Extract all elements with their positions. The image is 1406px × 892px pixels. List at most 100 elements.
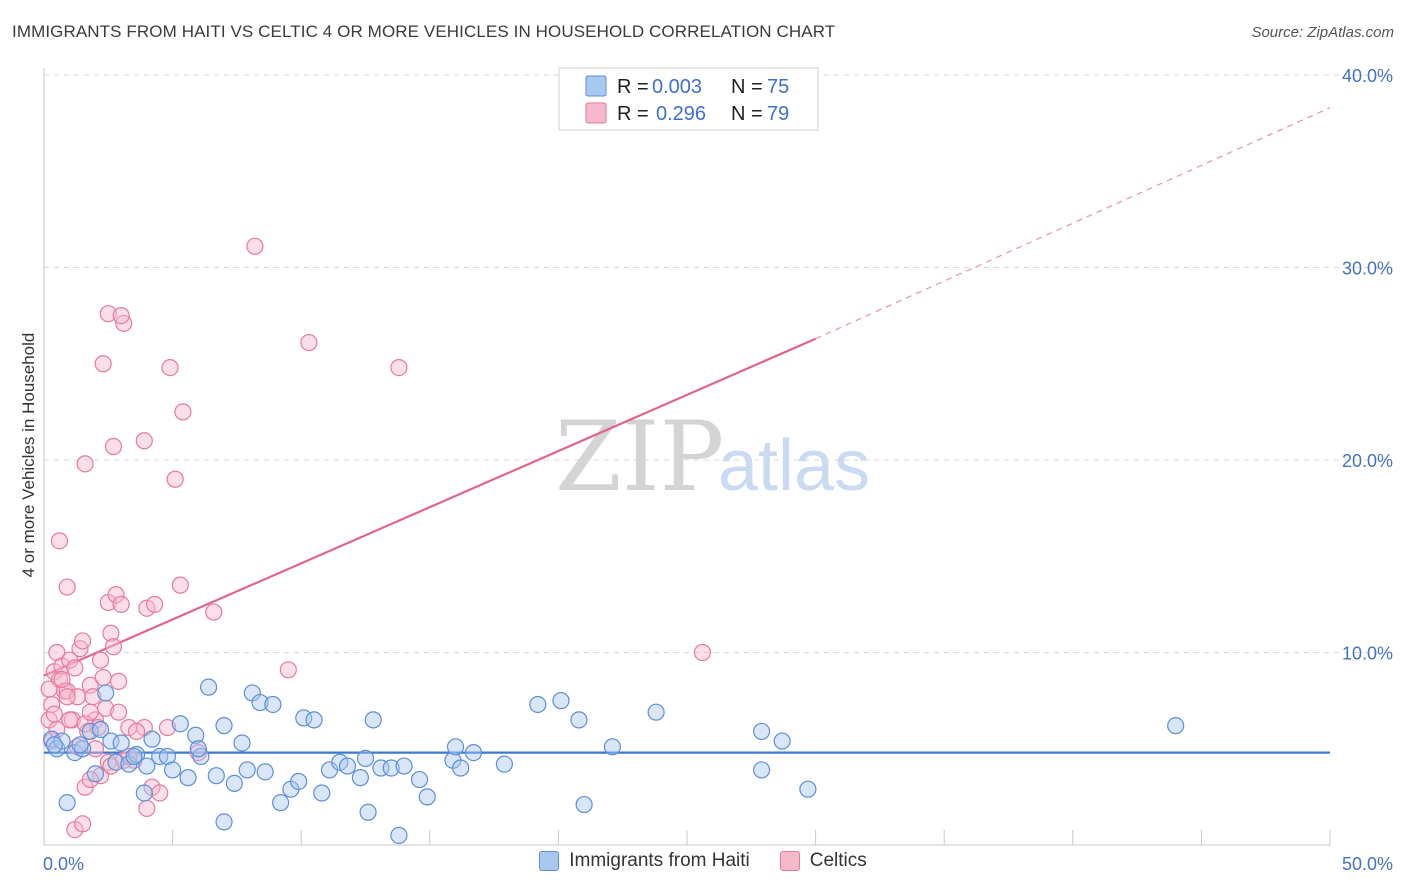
celtics-point-77 [127,722,146,741]
legend-item-celtics: Celtics [779,850,867,872]
haiti-point-48 [390,826,408,844]
celtics-point-43 [171,576,189,594]
trend-lines [43,107,1331,754]
haiti-point-47 [382,759,400,777]
celtics-point-26 [107,586,125,604]
legend-n-value-2: 79 [767,103,789,125]
celtics-point-34 [112,307,130,325]
y-tick-label-10: 10.0% [1342,644,1393,664]
haiti-point-29 [238,761,256,779]
haiti-point-11 [107,753,125,771]
celtics-point-47 [390,359,408,377]
trend-line-celtics-extension [815,107,1331,340]
haiti-point-7 [86,765,105,783]
haiti-point-44 [359,803,377,821]
haiti-point-22 [187,726,205,744]
haiti-point-37 [295,709,313,727]
haiti-point-27 [225,774,243,793]
legend-r-value-1: 0.003 [652,76,702,98]
series-haiti [43,678,1185,844]
celtics-point-13 [73,632,92,650]
legend-label-haiti: Immigrants from Haiti [569,850,750,871]
celtics-point-27 [109,672,128,690]
haiti-point-65 [799,780,817,798]
celtics-point-56 [158,718,177,737]
haiti-point-69 [125,747,143,766]
legend-n-value-1: 75 [767,76,789,98]
haiti-point-45 [364,711,382,729]
haiti-point-15 [135,784,153,802]
legend-swatch-haiti-bottom [539,851,560,871]
celtics-point-44 [205,603,223,621]
haiti-point-53 [452,759,470,777]
celtics-point-40 [166,470,184,488]
celtics-point-78 [40,680,58,698]
celtics-point-67 [61,711,79,729]
celtics-point-37 [135,432,153,450]
source-credit: Source: ZipAtlas.com [1251,24,1394,41]
celtics-point-31 [94,355,112,373]
celtics-point-66 [53,670,71,689]
haiti-point-38 [305,711,323,729]
haiti-point-73 [356,749,375,767]
haiti-point-26 [215,717,233,735]
celtics-point-49 [693,643,712,662]
celtics-point-30 [58,578,76,596]
celtics-point-32 [99,305,117,323]
haiti-point-16 [143,730,161,748]
haiti-point-21 [179,769,197,787]
haiti-point-59 [575,795,593,814]
y-tick-label-30: 30.0% [1342,259,1393,279]
celtics-point-73 [45,705,63,723]
correlation-legend: R = 0.003 N = 75 R = 0.296 N = 79 [558,67,819,131]
celtics-point-74 [58,688,76,706]
celtics-point-75 [81,703,99,721]
celtics-point-76 [109,703,128,721]
watermark: ZIP atlas [555,401,870,513]
haiti-point-67 [45,736,63,754]
haiti-point-10 [102,732,120,750]
haiti-point-64 [773,732,791,750]
haiti-point-14 [127,745,146,764]
celtics-point-24 [102,624,120,642]
haiti-point-63 [752,761,771,779]
legend-n-label-2: N = [731,103,763,125]
haiti-point-72 [215,813,233,831]
haiti-point-39 [313,784,331,802]
haiti-point-24 [200,678,218,696]
haiti-point-28 [233,734,251,752]
celtics-point-19 [89,718,107,737]
haiti-point-2 [53,732,71,750]
haiti-point-6 [81,722,99,741]
haiti-point-12 [112,734,130,752]
tick-labels: 10.0% 20.0% 30.0% 40.0% 0.0% 50.0% [43,66,1393,874]
y-axis-label: 4 or more Vehicles in Household [19,333,38,578]
haiti-point-70 [138,757,156,775]
celtics-point-46 [300,333,318,352]
haiti-point-42 [338,757,357,775]
celtics-point-48 [279,661,297,679]
series-legend: Immigrants from Haiti Celtics [0,850,1406,872]
celtics-point-45 [246,237,264,255]
chart-title: IMMIGRANTS FROM HAITI VS CELTIC 4 OR MOR… [12,22,836,41]
celtics-point-20 [91,651,110,669]
celtics-point-61 [73,815,92,833]
haiti-point-61 [647,703,665,721]
haiti-point-62 [752,722,771,741]
y-tick-label-20: 20.0% [1342,451,1393,471]
haiti-point-58 [570,711,588,729]
legend-n-label-1: N = [731,76,763,98]
celtics-point-25 [104,638,123,656]
haiti-point-54 [464,743,483,762]
celtics-point-29 [50,532,69,550]
haiti-point-51 [418,788,436,806]
haiti-point-66 [1167,717,1185,735]
haiti-point-34 [272,794,290,812]
haiti-point-36 [290,772,308,791]
haiti-point-55 [495,755,513,773]
celtics-point-35 [104,437,123,456]
haiti-point-32 [256,763,274,781]
legend-swatch-celtics [585,102,607,124]
haiti-point-20 [171,715,189,733]
